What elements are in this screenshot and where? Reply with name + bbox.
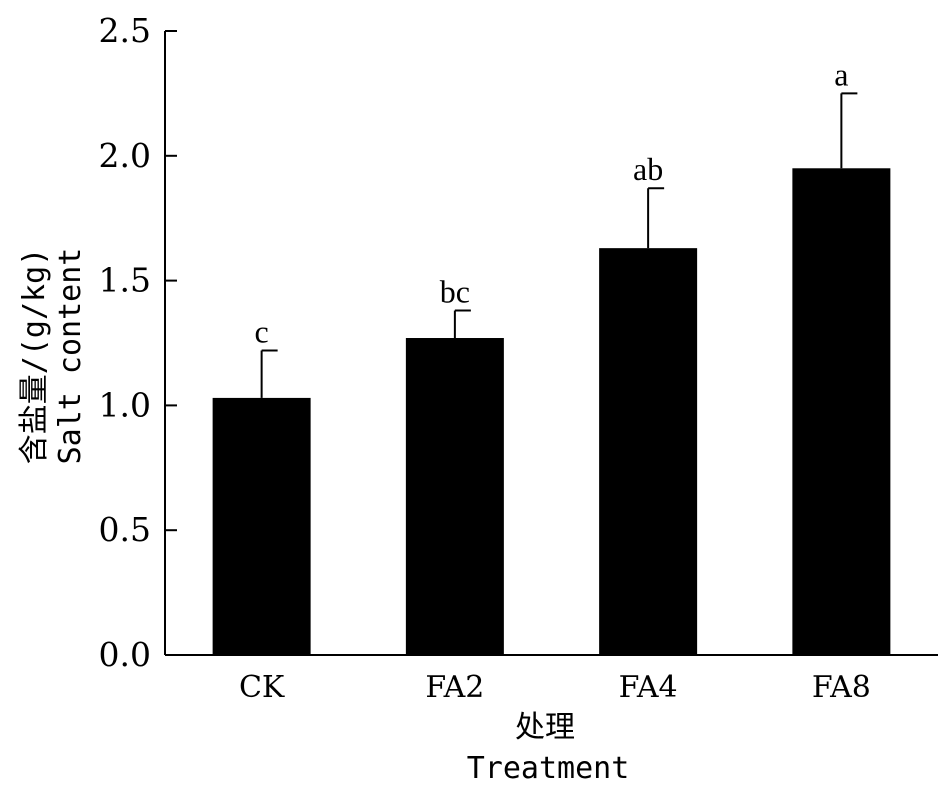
bars <box>212 92 891 656</box>
y-tick-label: 0.5 <box>99 510 151 549</box>
x-tick-label-fa4: FA4 <box>619 670 678 705</box>
y-tick-label: 1.5 <box>99 261 151 300</box>
x-axis-title-chinese: 处理 <box>515 710 575 745</box>
y-tick-label: 2.5 <box>99 11 151 50</box>
bar-fa2 <box>405 338 504 655</box>
y-tick-label: 2.0 <box>99 136 151 175</box>
significance-label-fa8: a <box>834 56 848 92</box>
significance-label-fa2: bc <box>440 274 470 310</box>
significance-label-fa4: ab <box>633 151 663 187</box>
y-axis-title-english: Salt content <box>53 248 88 465</box>
y-axis-title-chinese: 含盐量/(g/kg) <box>17 248 52 464</box>
x-tick-label-fa8: FA8 <box>812 670 871 705</box>
x-axis-title-english: Treatment <box>467 751 630 786</box>
significance-label-ck: c <box>255 313 269 349</box>
labels: 0.0 0.5 1.0 1.5 2.0 2.5 c CK bc FA2 ab FA4 a FA8 <box>99 11 871 705</box>
bar-ck <box>212 397 311 655</box>
bar-fa8 <box>792 168 891 655</box>
y-tick-label: 0.0 <box>99 635 151 674</box>
y-tick-label: 1.0 <box>99 385 151 424</box>
x-tick-label-fa2: FA2 <box>425 670 484 705</box>
bar-fa4 <box>599 248 698 656</box>
x-tick-label-ck: CK <box>239 670 285 705</box>
